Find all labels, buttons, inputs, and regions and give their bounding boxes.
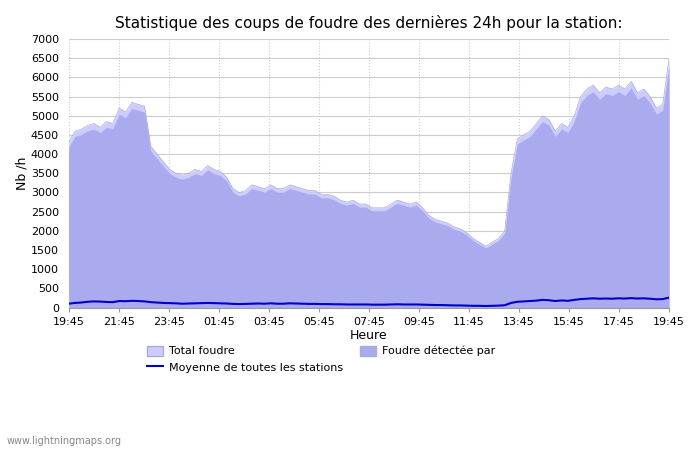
Y-axis label: Nb /h: Nb /h (15, 157, 28, 190)
Title: Statistique des coups de foudre des dernières 24h pour la station:: Statistique des coups de foudre des dern… (115, 15, 622, 31)
Text: www.lightningmaps.org: www.lightningmaps.org (7, 436, 122, 446)
X-axis label: Heure: Heure (350, 329, 388, 342)
Legend: Total foudre, Moyenne de toutes les stations, Foudre détectée par: Total foudre, Moyenne de toutes les stat… (142, 341, 500, 377)
